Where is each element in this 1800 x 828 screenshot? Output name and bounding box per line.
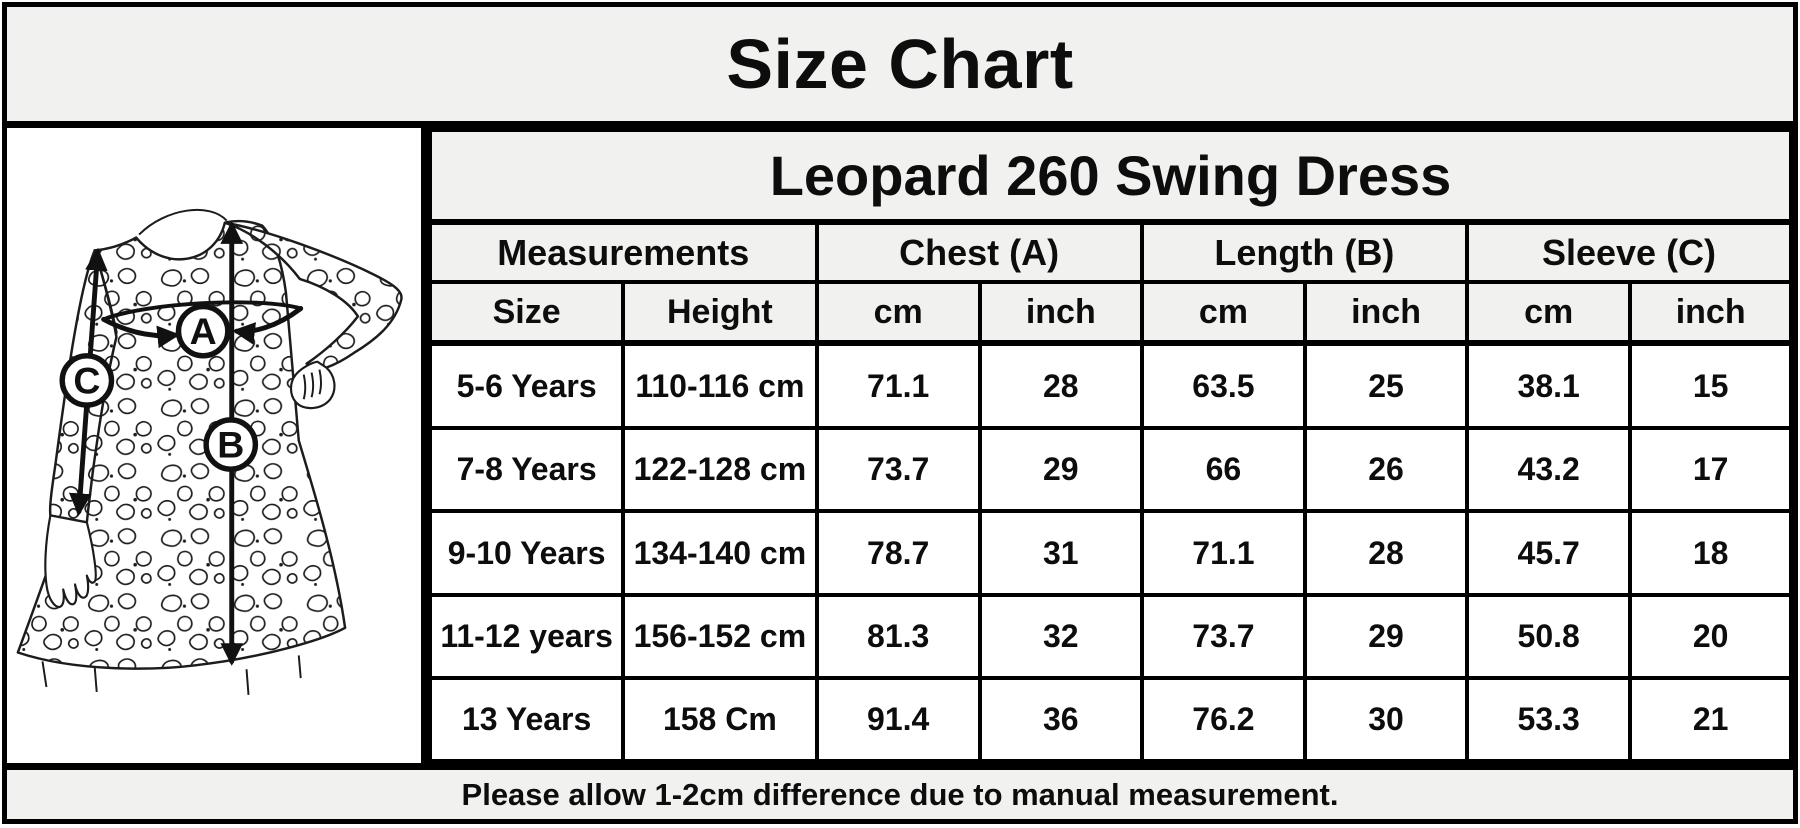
- cell-length-cm: 73.7: [1139, 592, 1308, 680]
- sub-header-size: Size: [427, 280, 626, 346]
- cell-length-inch: 30: [1303, 675, 1470, 764]
- sleeve-badge-letter: C: [73, 359, 100, 401]
- cell-height: 134-140 cm: [621, 509, 819, 597]
- cell-chest-cm: 73.7: [814, 426, 982, 514]
- right-hand-finger-lines: [302, 369, 322, 400]
- cell-length-cm: 66: [1139, 426, 1308, 514]
- group-header-measurements: Measurements: [428, 220, 819, 284]
- cell-height: 158 Cm: [621, 675, 819, 764]
- cell-sleeve-cm: 45.7: [1465, 509, 1633, 597]
- sleeve-badge-circle: [59, 353, 115, 408]
- page-title: Size Chart: [726, 25, 1074, 103]
- length-label-badge: B: [203, 417, 259, 472]
- banner: Size Chart: [7, 7, 1793, 128]
- cell-height: 122-128 cm: [621, 426, 819, 514]
- cell-chest-inch: 31: [977, 509, 1144, 597]
- table-title-row: Leopard 260 Swing Dress: [428, 128, 1793, 225]
- cell-length-inch: 25: [1303, 340, 1470, 431]
- chest-arrow-back: [101, 300, 303, 322]
- cell-length-inch: 29: [1303, 592, 1470, 680]
- sleeve-label-badge: C: [59, 353, 115, 408]
- table-row: 11-12 years 156-152 cm 81.3 32 73.7 29 50.8 20: [427, 592, 1793, 680]
- cell-length-cm: 63.5: [1139, 340, 1308, 431]
- footer-note-bar: Please allow 1-2cm difference due to man…: [7, 763, 1793, 819]
- table-row: 13 Years 158 Cm 91.4 36 76.2 30 53.3 21: [427, 675, 1793, 764]
- cell-size: 13 Years: [427, 675, 626, 764]
- sub-header-chest-cm: cm: [814, 280, 982, 346]
- cell-chest-cm: 78.7: [814, 509, 982, 597]
- cell-chest-inch: 32: [977, 592, 1144, 680]
- cell-sleeve-inch: 17: [1628, 426, 1793, 514]
- cell-length-cm: 76.2: [1139, 675, 1308, 764]
- cell-length-inch: 26: [1303, 426, 1470, 514]
- cell-chest-inch: 29: [977, 426, 1144, 514]
- table-title: Leopard 260 Swing Dress: [428, 128, 1793, 225]
- cell-size: 5-6 Years: [427, 340, 626, 431]
- cell-height: 110-116 cm: [621, 340, 819, 431]
- chest-label-badge: A: [175, 303, 231, 359]
- cell-length-cm: 71.1: [1139, 509, 1308, 597]
- cell-chest-inch: 36: [977, 675, 1144, 764]
- chest-arrow-left: [101, 316, 181, 349]
- cell-chest-cm: 81.3: [814, 592, 982, 680]
- collar-line: [138, 208, 228, 236]
- table-row: 9-10 Years 134-140 cm 78.7 31 71.1 28 45.7 18: [427, 509, 1793, 597]
- sub-header-length-inch: inch: [1303, 280, 1470, 346]
- size-table: Leopard 260 Swing Dress Measurements Che…: [427, 128, 1793, 764]
- length-badge-letter: B: [217, 423, 244, 465]
- group-header-chest: Chest (A): [814, 220, 1144, 284]
- sub-header-height: Height: [621, 280, 819, 346]
- cell-length-inch: 28: [1303, 509, 1470, 597]
- sub-header-length-cm: cm: [1139, 280, 1308, 346]
- size-table-wrap: Leopard 260 Swing Dress Measurements Che…: [427, 128, 1793, 764]
- chest-badge-circle: [175, 303, 231, 359]
- size-table-body: 5-6 Years 110-116 cm 71.1 28 63.5 25 38.1 15 7-8…: [427, 340, 1793, 764]
- cell-sleeve-cm: 53.3: [1465, 675, 1633, 764]
- cell-sleeve-cm: 38.1: [1465, 340, 1633, 431]
- group-header-length: Length (B): [1139, 220, 1470, 284]
- footer-note: Please allow 1-2cm difference due to man…: [461, 776, 1339, 812]
- table-row: 7-8 Years 122-128 cm 73.7 29 66 26 43.2 17: [427, 426, 1793, 514]
- length-badge-circle: [203, 417, 259, 472]
- dress-illustration: A B C: [16, 208, 403, 695]
- sub-header-row: Size Height cm inch cm inch cm inch: [427, 280, 1793, 346]
- sub-header-sleeve-inch: inch: [1628, 280, 1793, 346]
- group-header-sleeve: Sleeve (C): [1465, 220, 1793, 284]
- dress-illustration-panel: A B C: [7, 128, 428, 763]
- cell-height: 156-152 cm: [621, 592, 819, 680]
- content-area: A B C: [7, 128, 1793, 764]
- cell-chest-cm: 71.1: [814, 340, 982, 431]
- cell-size: 7-8 Years: [427, 426, 626, 514]
- cell-size: 11-12 years: [427, 592, 626, 680]
- left-hand: [44, 514, 97, 608]
- cell-sleeve-cm: 50.8: [1465, 592, 1633, 680]
- cell-chest-cm: 91.4: [814, 675, 982, 764]
- sub-header-sleeve-cm: cm: [1465, 280, 1633, 346]
- cell-sleeve-inch: 21: [1628, 675, 1793, 764]
- cell-size: 9-10 Years: [427, 509, 626, 597]
- chest-badge-letter: A: [190, 310, 217, 352]
- leg-lines: [41, 655, 302, 695]
- sub-header-chest-inch: inch: [977, 280, 1144, 346]
- cell-sleeve-inch: 18: [1628, 509, 1793, 597]
- group-header-row: Measurements Chest (A) Length (B) Sleeve…: [428, 220, 1793, 284]
- table-row: 5-6 Years 110-116 cm 71.1 28 63.5 25 38.1 15: [427, 340, 1793, 431]
- cell-sleeve-inch: 20: [1628, 592, 1793, 680]
- cell-sleeve-cm: 43.2: [1465, 426, 1633, 514]
- cell-sleeve-inch: 15: [1628, 340, 1793, 431]
- cell-chest-inch: 28: [977, 340, 1144, 431]
